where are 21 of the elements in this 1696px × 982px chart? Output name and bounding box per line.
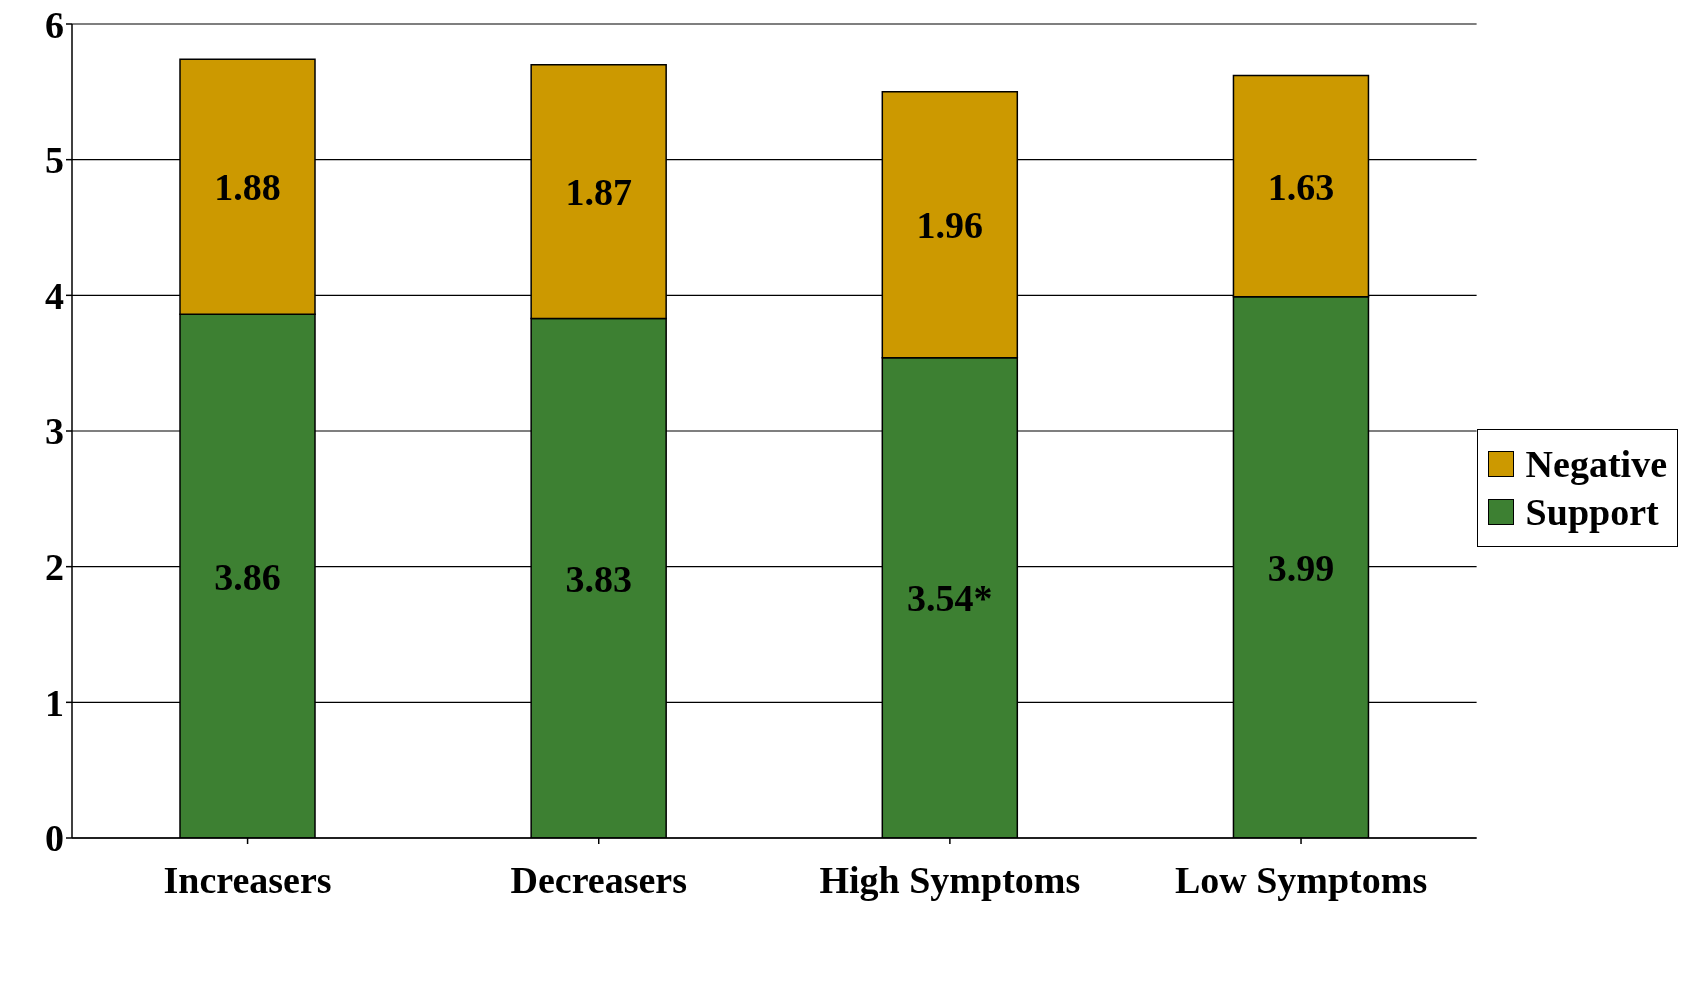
y-tick-label: 5 <box>45 139 64 182</box>
data-label: 1.87 <box>565 171 632 214</box>
data-label: 3.54* <box>907 577 993 620</box>
y-tick-label: 2 <box>45 546 64 589</box>
data-label: 1.63 <box>1267 165 1335 208</box>
x-tick-label: Low Symptoms <box>1174 858 1428 901</box>
x-tick-label: High Symptoms <box>819 858 1081 901</box>
y-tick-label: 3 <box>45 410 64 453</box>
y-tick-label: 0 <box>45 817 64 860</box>
data-label: 3.83 <box>565 557 632 600</box>
data-label: 1.88 <box>214 166 281 209</box>
x-tick-label: Increasers <box>163 858 332 901</box>
data-label: 1.96 <box>916 204 984 247</box>
y-tick-label: 4 <box>45 274 64 317</box>
data-label: 3.86 <box>214 555 281 598</box>
y-tick-label: 6 <box>45 3 64 46</box>
legend-label: Support <box>1525 490 1659 534</box>
data-label: 3.99 <box>1267 546 1335 589</box>
legend-label: Negative <box>1525 442 1667 486</box>
x-tick-label: Decreasers <box>510 858 687 901</box>
y-tick-label: 1 <box>45 681 64 724</box>
